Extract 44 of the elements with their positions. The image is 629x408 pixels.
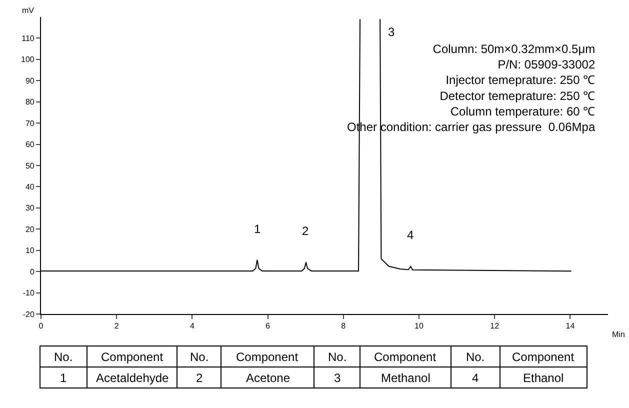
x-tick-label: 6 <box>266 322 271 331</box>
y-tick-label: 90 <box>25 76 35 86</box>
x-tick-label: 8 <box>341 322 346 331</box>
y-tick-label: 50 <box>25 161 35 170</box>
text: 1 <box>60 371 67 385</box>
text: 3 <box>334 371 341 385</box>
y-tick-label: -20 <box>22 310 35 319</box>
y-tick-label: 100 <box>21 55 35 64</box>
text: 4 <box>472 371 479 385</box>
x-tick-label: 2 <box>114 322 120 331</box>
text: No. <box>466 350 485 364</box>
annotation: 1 <box>254 222 261 236</box>
annotation: 2 <box>302 224 309 238</box>
x-tick-label: 0 <box>38 322 44 331</box>
y-tick-label: 110 <box>22 34 35 44</box>
text: Component <box>236 350 299 364</box>
y-tick-label: 40 <box>25 182 35 192</box>
y-tick-label: 10 <box>25 246 35 256</box>
x-axis-title: Min <box>612 330 625 339</box>
x-tick-label: 12 <box>490 322 500 331</box>
text: No. <box>54 350 73 364</box>
y-tick-label: 60 <box>25 140 35 150</box>
x-tick-label: 10 <box>414 322 424 331</box>
text: Component <box>101 350 164 364</box>
text: Acetaldehyde <box>96 371 170 385</box>
y-tick-label: 20 <box>25 224 35 234</box>
x-tick-label: 14 <box>566 322 576 331</box>
y-tick-label: 80 <box>25 98 35 107</box>
x-tick-label: 4 <box>190 322 195 331</box>
text: Component <box>374 350 437 364</box>
text: Methanol <box>381 371 430 385</box>
text: No. <box>190 350 209 364</box>
text: Ethanol <box>523 371 564 385</box>
y-tick-label: 30 <box>25 204 35 213</box>
annotation: 3 <box>388 25 395 39</box>
y-tick-label: 0 <box>30 267 35 276</box>
text: No. <box>328 350 347 364</box>
y-tick-label: -10 <box>22 288 35 298</box>
text: Acetone <box>246 371 290 385</box>
text: Component <box>512 350 575 364</box>
text: 2 <box>196 371 203 385</box>
y-tick-label: 70 <box>25 118 35 128</box>
annotation: 4 <box>407 228 414 242</box>
y-axis-title: mV <box>22 6 35 15</box>
